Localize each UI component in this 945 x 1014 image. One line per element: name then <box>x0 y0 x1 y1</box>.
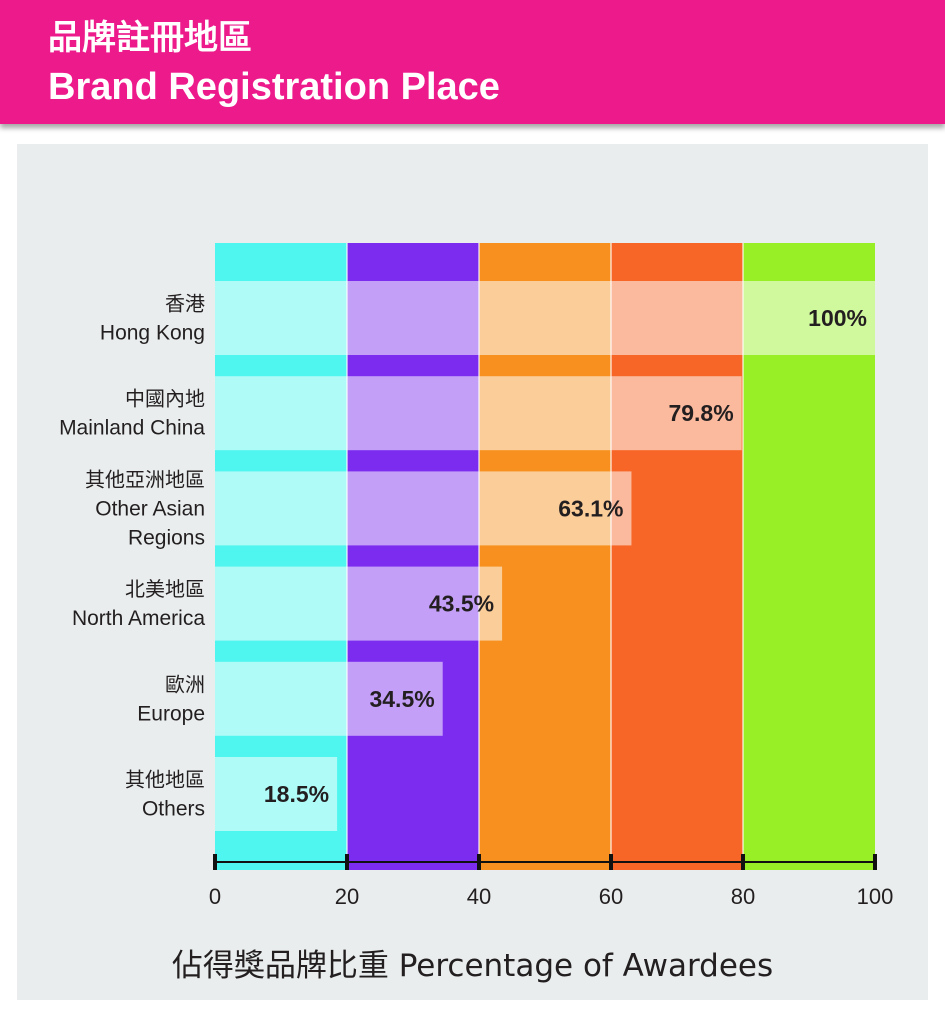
value-label-1: 79.8% <box>668 400 733 426</box>
bar-4 <box>215 661 443 736</box>
category-label-5-0: 其他地區 <box>125 768 205 792</box>
bar-2 <box>215 471 632 546</box>
header-banner: 品牌註冊地區 Brand Registration Place <box>0 0 945 124</box>
value-label-2: 63.1% <box>558 495 623 521</box>
title-english: Brand Registration Place <box>48 66 500 108</box>
category-label-3-1: North America <box>72 607 205 630</box>
category-label-2-1: Other Asian <box>95 497 205 520</box>
category-label-2-2: Regions <box>128 526 205 549</box>
value-label-4: 34.5% <box>369 686 434 712</box>
x-tick-label-4: 80 <box>731 884 755 909</box>
category-label-4-1: Europe <box>137 702 205 725</box>
x-tick-label-3: 60 <box>599 884 623 909</box>
bar-3 <box>215 566 503 641</box>
category-label-2-0: 其他亞洲地區 <box>85 467 205 491</box>
x-tick-label-5: 100 <box>857 884 894 909</box>
bar-1 <box>215 376 742 451</box>
category-label-0-1: Hong Kong <box>100 322 205 345</box>
x-tick-label-2: 40 <box>467 884 491 909</box>
category-label-0-0: 香港 <box>165 292 205 316</box>
value-label-3: 43.5% <box>429 591 494 617</box>
x-axis-label: 佔得獎品牌比重 Percentage of Awardees <box>171 948 774 984</box>
category-label-5-1: Others <box>142 798 205 821</box>
category-label-1-1: Mainland China <box>59 417 205 440</box>
title-chinese: 品牌註冊地區 <box>48 18 252 58</box>
value-label-0: 100% <box>808 305 867 331</box>
x-tick-label-1: 20 <box>335 884 359 909</box>
bar-0 <box>215 281 875 355</box>
category-label-4-0: 歐洲 <box>165 672 205 696</box>
category-label-3-0: 北美地區 <box>125 577 205 601</box>
value-label-5: 18.5% <box>264 781 329 807</box>
x-tick-label-0: 0 <box>209 884 221 909</box>
bar-5 <box>215 757 338 831</box>
category-label-1-0: 中國內地 <box>125 387 205 411</box>
